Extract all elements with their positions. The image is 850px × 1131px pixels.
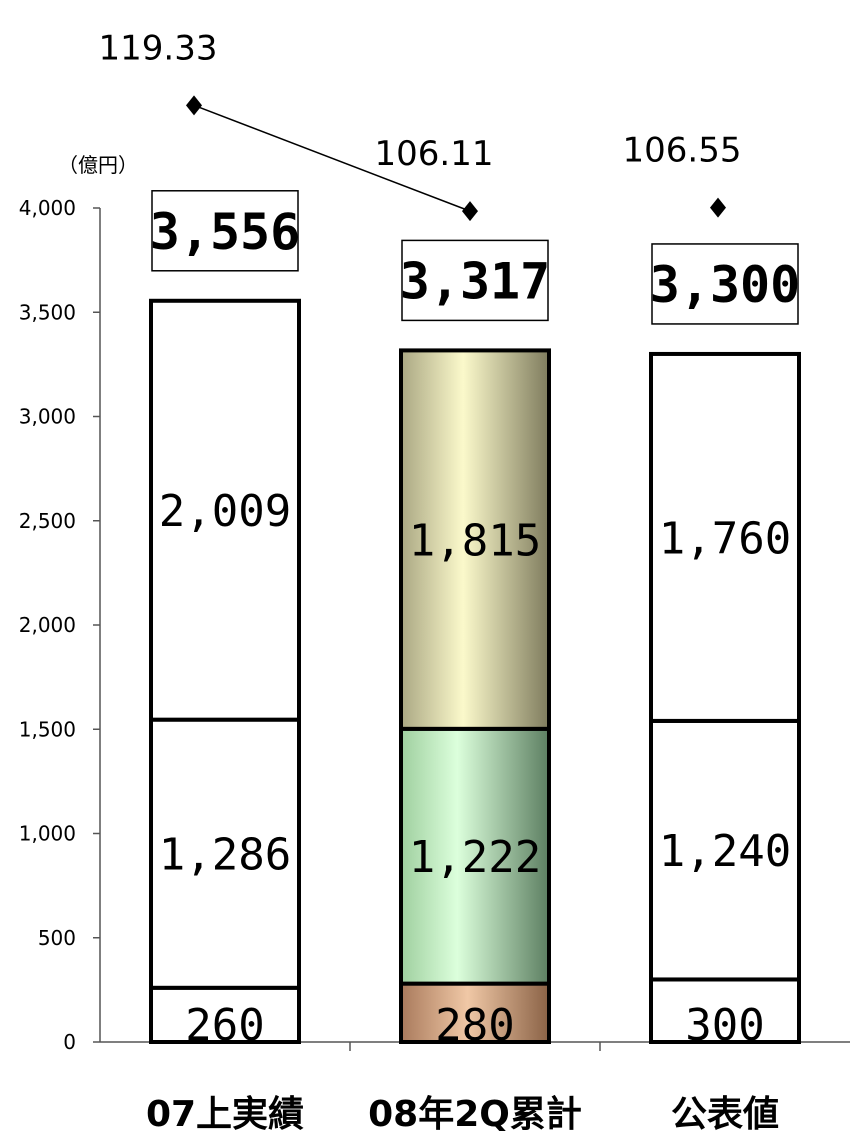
unit-label: （億円） — [58, 153, 138, 177]
y-tick-label: 3,500 — [19, 300, 76, 324]
labels: 260 1,286 2,009 3,556 280 1,222 1,815 3,317 300 1… — [150, 190, 801, 1051]
total-label: 3,317 — [400, 252, 551, 310]
bar-segment — [149, 985, 301, 1044]
marker-connector-line — [193, 104, 471, 212]
segment-value-label: 260 — [185, 1000, 264, 1051]
segment-value-label: 1,815 — [409, 516, 541, 567]
marker-series: 119.33 106.11 106.55 — [99, 28, 742, 222]
segment-value-label: 1,760 — [659, 513, 791, 564]
total-label: 3,300 — [650, 256, 801, 314]
total-label: 3,556 — [150, 203, 301, 261]
y-tick-label: 4,000 — [19, 196, 76, 220]
y-tick-label: 1,500 — [19, 717, 76, 741]
bar-segment — [149, 717, 301, 990]
category-label: 08年2Q累計 — [368, 1094, 582, 1131]
y-tick-label: 3,000 — [19, 405, 76, 429]
bar-segment — [399, 348, 551, 731]
segment-value-label: 1,240 — [659, 826, 791, 877]
axes: 0 500 1,000 1,500 2,000 2,500 3,000 3,500 4,000 0… — [19, 196, 850, 1131]
category-label: 07上実績 — [146, 1094, 304, 1131]
segment-value-label: 300 — [685, 1000, 764, 1051]
y-tick-label: 1,000 — [19, 822, 76, 846]
y-tick-label: 500 — [38, 926, 76, 950]
bar-segment — [649, 718, 801, 982]
bar-segment — [399, 981, 551, 1044]
segment-value-label: 1,286 — [159, 830, 291, 881]
bar-segment — [649, 351, 801, 723]
bar-segment — [149, 298, 301, 722]
marker-value-label: 106.55 — [623, 131, 742, 171]
diamond-marker — [462, 201, 478, 222]
total-label-box — [151, 190, 299, 272]
bars — [149, 298, 801, 1045]
diamond-marker — [710, 197, 726, 218]
marker-value-label: 119.33 — [99, 28, 218, 68]
marker-value-label: 106.11 — [375, 134, 494, 174]
y-tick-label: 2,000 — [19, 613, 76, 637]
diamond-marker — [186, 95, 202, 116]
total-label-box — [651, 243, 799, 325]
y-tick-label: 0 — [63, 1030, 76, 1054]
bar-segment — [399, 726, 551, 986]
segment-value-label: 2,009 — [159, 486, 291, 537]
y-tick-label: 2,500 — [19, 509, 76, 533]
category-label: 公表値 — [671, 1094, 779, 1131]
segment-value-label: 1,222 — [409, 832, 541, 883]
total-label-box — [401, 239, 549, 322]
bar-segment — [649, 977, 801, 1045]
segment-value-label: 280 — [435, 1000, 514, 1051]
